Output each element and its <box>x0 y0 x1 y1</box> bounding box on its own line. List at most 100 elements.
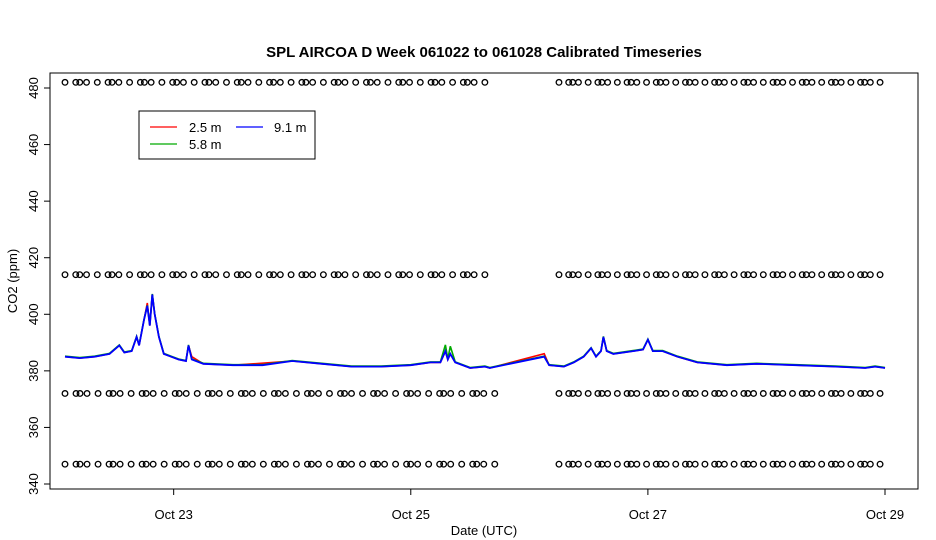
calibration-point <box>104 78 112 86</box>
calibration-point <box>425 460 433 468</box>
calibration-point <box>584 460 592 468</box>
calibration-point <box>701 78 709 86</box>
calibration-point <box>691 271 699 279</box>
x-tick-label: Oct 29 <box>866 507 904 522</box>
calibration-point <box>438 78 446 86</box>
calibration-point <box>384 78 392 86</box>
calibration-point <box>237 78 245 86</box>
calibration-point <box>861 390 869 397</box>
calibration-point <box>270 271 278 279</box>
calibration-point <box>594 460 602 468</box>
calibration-point <box>270 390 278 397</box>
calibration-point <box>481 78 489 86</box>
calibration-point <box>569 460 577 468</box>
calibration-point <box>682 460 689 468</box>
calibration-point <box>237 271 245 279</box>
calibration-point <box>115 271 123 279</box>
calibration-point <box>773 78 781 86</box>
calibration-point <box>348 390 355 397</box>
calibration-point <box>682 271 689 279</box>
calibration-point <box>205 271 213 279</box>
calibration-point <box>802 271 810 279</box>
calibration-point <box>193 460 201 468</box>
calibration-point <box>226 460 234 468</box>
calibration-point <box>458 460 466 468</box>
calibration-point <box>720 390 728 397</box>
calibration-point <box>643 460 650 468</box>
calibration-point <box>643 271 650 279</box>
calibration-point <box>779 390 787 397</box>
calibration-point <box>160 460 168 468</box>
calibration-point <box>147 271 155 279</box>
calibration-point <box>274 390 282 397</box>
calibration-point <box>730 390 738 397</box>
calibration-point <box>565 390 573 397</box>
calibration-point <box>672 271 680 279</box>
calibration-point <box>627 390 635 397</box>
calibration-point <box>248 390 256 397</box>
calibration-point <box>204 390 212 397</box>
calibration-point <box>182 460 190 468</box>
calibration-point <box>302 78 310 86</box>
calibration-point <box>633 78 641 86</box>
calibration-point <box>215 390 223 397</box>
calibration-point <box>652 460 660 468</box>
calibration-point <box>72 460 80 468</box>
calibration-point <box>447 460 455 468</box>
calibration-point <box>481 271 489 279</box>
calibration-point <box>302 271 310 279</box>
calibration-point <box>711 271 719 279</box>
calibration-point <box>406 78 413 86</box>
calibration-point <box>244 78 252 86</box>
calibration-point <box>142 460 150 468</box>
calibration-point <box>730 78 738 86</box>
calibration-point <box>352 271 360 279</box>
calibration-point <box>715 390 723 397</box>
calibration-point <box>255 78 263 86</box>
calibration-point <box>83 78 90 86</box>
calibration-point <box>598 78 606 86</box>
calibration-point <box>314 460 322 468</box>
calibration-point <box>715 271 723 279</box>
x-tick-label: Oct 27 <box>629 507 667 522</box>
calibration-point <box>215 460 223 468</box>
calibration-point <box>831 390 839 397</box>
calibration-point <box>326 390 333 397</box>
calibration-point <box>201 78 209 86</box>
calibration-point <box>298 78 306 86</box>
calibration-point <box>633 460 641 468</box>
calibration-point <box>169 271 177 279</box>
calibration-point <box>274 460 282 468</box>
calibration-point <box>802 390 810 397</box>
calibration-point <box>334 78 342 86</box>
calibration-point <box>76 460 84 468</box>
calibration-point <box>140 271 148 279</box>
calibration-point <box>802 78 810 86</box>
calibration-point <box>759 390 767 397</box>
calibration-point <box>623 271 631 279</box>
calibration-point <box>270 78 278 86</box>
calibration-point <box>740 460 748 468</box>
calibration-point <box>876 78 884 86</box>
calibration-point <box>779 271 787 279</box>
calibration-point <box>672 390 680 397</box>
calibration-point <box>330 78 338 86</box>
calibration-point <box>643 78 650 86</box>
calibration-point <box>76 271 84 279</box>
calibration-point <box>463 271 471 279</box>
calibration-point <box>127 460 135 468</box>
calibration-point <box>83 460 91 468</box>
calibration-point <box>876 390 884 397</box>
calibration-point <box>392 390 400 397</box>
x-tick-label: Oct 25 <box>392 507 430 522</box>
calibration-point <box>104 271 112 279</box>
y-tick-label: 440 <box>26 190 41 212</box>
calibration-point <box>662 271 670 279</box>
calibration-point <box>470 271 478 279</box>
calibration-point <box>127 390 135 397</box>
calibration-point <box>769 78 777 86</box>
calibration-point <box>720 271 728 279</box>
calibration-point <box>341 460 348 468</box>
calibration-point <box>438 271 446 279</box>
